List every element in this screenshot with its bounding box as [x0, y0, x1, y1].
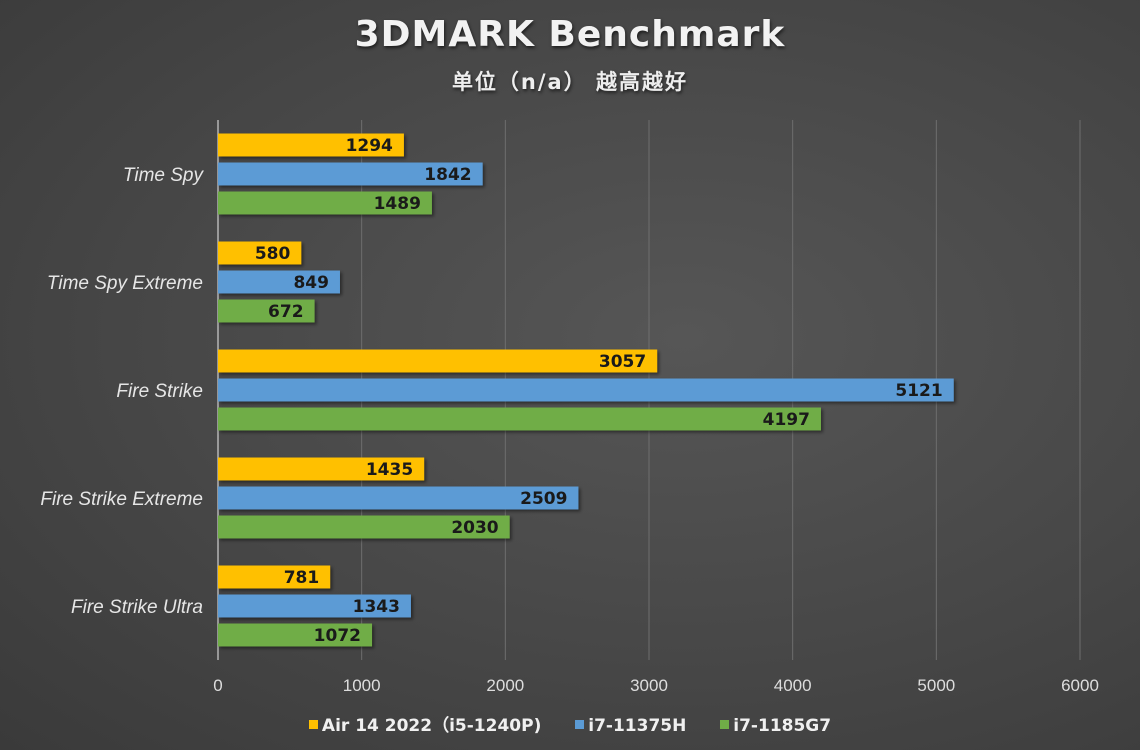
legend-label: i7-11375H	[588, 716, 687, 736]
bar	[218, 378, 954, 402]
chart-title: 3DMARK Benchmark	[354, 14, 786, 55]
legend: Air 14 2022（i5-1240P) i7-11375H i7-1185G…	[0, 711, 1140, 736]
value-label: 2509	[520, 489, 567, 509]
x-axis-ticks: 0 1000 2000 3000 4000 5000 6000	[213, 676, 1099, 695]
x-tick-label: 1000	[343, 676, 381, 695]
bar	[218, 623, 373, 647]
bar	[218, 349, 658, 373]
value-label: 1842	[424, 165, 471, 185]
chart-subtitle: 单位（n/a） 越高越好	[451, 70, 689, 94]
bar	[218, 407, 821, 431]
category-label: Fire Strike Ultra	[71, 597, 203, 618]
x-tick-label: 3000	[630, 676, 668, 695]
legend-swatch	[308, 719, 318, 729]
x-tick-label: 6000	[1061, 676, 1099, 695]
bar	[218, 594, 411, 618]
bar	[218, 162, 483, 186]
value-label: 1294	[346, 136, 393, 156]
value-label: 1489	[374, 194, 421, 214]
category-label: Fire Strike Extreme	[40, 489, 203, 510]
legend-label: Air 14 2022（i5-1240P)	[321, 716, 542, 736]
x-tick-label: 0	[213, 676, 222, 695]
bar	[218, 270, 340, 294]
value-label: 2030	[451, 518, 498, 538]
value-label: 1072	[314, 626, 361, 646]
value-label: 781	[284, 568, 320, 588]
value-label: 1343	[353, 597, 400, 617]
bar	[218, 515, 510, 539]
category-label: Fire Strike	[116, 381, 203, 402]
value-label: 672	[268, 302, 304, 322]
x-tick-label: 4000	[774, 676, 812, 695]
value-label: 3057	[599, 352, 646, 372]
x-tick-label: 5000	[917, 676, 955, 695]
legend-label: i7-1185G7	[733, 716, 832, 736]
value-label: 580	[255, 244, 291, 264]
category-label: Time Spy Extreme	[47, 273, 203, 294]
value-label: 1435	[366, 460, 413, 480]
category-labels: Time Spy Time Spy Extreme Fire Strike Fire …	[40, 165, 204, 618]
value-label: 5121	[895, 381, 942, 401]
legend-item: Air 14 2022（i5-1240P)	[308, 711, 542, 736]
x-tick-label: 2000	[486, 676, 524, 695]
legend-swatch	[720, 719, 730, 729]
legend-item: i7-1185G7	[720, 716, 831, 736]
bar	[218, 133, 404, 157]
category-label: Time Spy	[123, 165, 205, 186]
legend-item: i7-11375H	[575, 716, 686, 736]
legend-swatch	[575, 719, 585, 729]
value-label: 849	[293, 273, 329, 293]
bar	[218, 299, 315, 323]
bar	[218, 241, 302, 265]
bar	[218, 191, 432, 215]
bar	[218, 565, 331, 589]
bar	[218, 486, 579, 510]
bar	[218, 457, 425, 481]
value-label: 4197	[763, 410, 810, 430]
